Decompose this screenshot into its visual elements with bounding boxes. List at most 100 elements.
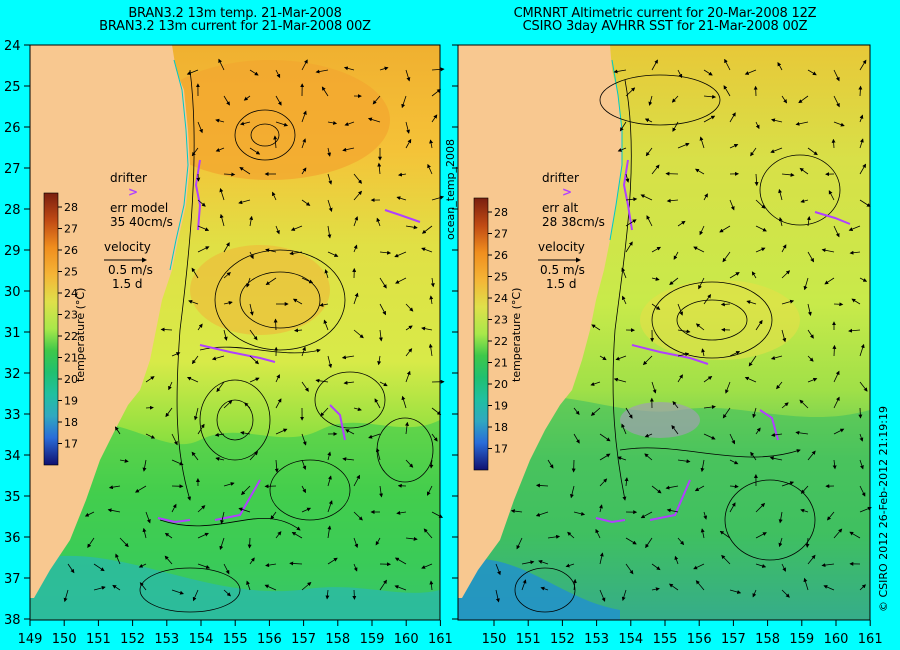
- velocity-vector: [625, 197, 638, 202]
- velocity-vector: [423, 528, 433, 539]
- velocity-vector: [171, 589, 184, 595]
- velocity-vector: [729, 484, 739, 489]
- velocity-vector: [807, 554, 816, 565]
- velocity-vector: [729, 351, 741, 357]
- velocity-vectors: [63, 58, 872, 603]
- left-drifter-36a: [157, 517, 191, 524]
- velocity-vector: [421, 326, 433, 331]
- velocity-vector: [573, 407, 580, 416]
- velocity-vector: [807, 450, 816, 461]
- velocity-vector: [405, 303, 414, 312]
- left-eddy-30: [214, 249, 346, 351]
- velocity-vector: [651, 246, 661, 253]
- velocity-vector: [247, 537, 252, 549]
- velocity-vector: [327, 557, 338, 565]
- velocity-vector: [769, 456, 783, 461]
- drifter-tracks: [157, 159, 851, 524]
- velocity-vector: [567, 531, 575, 539]
- right-coastline: [609, 59, 623, 241]
- velocity-vector: [301, 485, 306, 494]
- velocity-vector: [265, 248, 277, 253]
- velocity-vector: [640, 511, 653, 519]
- velocity-vector: [301, 459, 307, 470]
- velocity-vector: [375, 537, 381, 546]
- velocity-vector: [538, 560, 549, 565]
- colorbar-tick-label: 21: [64, 352, 78, 365]
- velocity-vector: [849, 250, 861, 255]
- left-title-line1: BRAN3.2 13m temp. 21-Mar-2008: [128, 6, 342, 21]
- velocity-vector: [832, 459, 837, 470]
- colorbar-tick-label: 21: [494, 357, 508, 370]
- colorbar-tick-label: 27: [494, 228, 508, 241]
- velocity-vector: [327, 500, 333, 513]
- left-drifter-symbol: >: [128, 185, 138, 199]
- velocity-vector: [521, 560, 535, 565]
- velocity-vector: [171, 433, 178, 446]
- velocity-vector: [720, 302, 731, 307]
- velocity-vector: [289, 251, 303, 256]
- velocity-vector: [807, 303, 812, 316]
- y-axis-label: 33: [4, 408, 21, 423]
- velocity-vector: [665, 485, 679, 490]
- velocity-vector: [651, 59, 658, 71]
- velocity-vector: [800, 485, 809, 494]
- velocity-vector: [828, 190, 835, 201]
- left-legend: drifter > err model 35 40cm/s velocity 0…: [104, 171, 173, 291]
- velocity-vector: [321, 86, 329, 97]
- velocity-vector: [353, 216, 359, 227]
- velocity-vector: [429, 459, 434, 469]
- velocity-vector: [165, 407, 173, 418]
- x-axis-label: 151: [516, 632, 541, 647]
- velocity-vector: [327, 225, 332, 239]
- velocity-vector: [781, 402, 789, 409]
- velocity-vector: [645, 147, 653, 157]
- velocity-vector: [301, 346, 306, 357]
- y-axis-label: 30: [4, 285, 21, 300]
- right-eddy-31-inner: [676, 299, 748, 341]
- y-axis-label: 32: [4, 367, 21, 382]
- velocity-vector: [622, 295, 627, 305]
- velocity-vector: [294, 328, 303, 333]
- velocity-vector: [353, 537, 359, 549]
- velocity-vector: [599, 552, 604, 565]
- right-eac-jet: [612, 79, 632, 501]
- left-land: [30, 45, 190, 598]
- velocity-vector: [755, 563, 767, 568]
- velocity-vector: [750, 147, 757, 157]
- velocity-vector: [729, 502, 736, 513]
- right-panel-title: CMRNRT Altimetric current for 20-Mar-200…: [460, 7, 870, 33]
- velocity-vector: [703, 294, 712, 305]
- velocity-vector: [781, 299, 795, 305]
- x-axis-label: 155: [653, 632, 678, 647]
- velocity-vector: [750, 451, 757, 461]
- y-axis: 24 25 26 27 28 29 30 31 32 33 34 35 36 37 38: [4, 39, 458, 628]
- colorbar-tick-label: 19: [494, 400, 508, 413]
- right-drifter-27: [622, 159, 633, 231]
- velocity-vector: [694, 485, 705, 492]
- velocity-vector: [599, 589, 606, 602]
- velocity-vector: [188, 299, 199, 305]
- velocity-vector: [327, 251, 339, 257]
- velocity-vector: [274, 459, 279, 473]
- velocity-vector: [275, 374, 280, 383]
- left-velocity-duration: 1.5 d: [112, 277, 143, 291]
- velocity-vector: [275, 531, 282, 539]
- velocity-vector: [249, 69, 259, 76]
- velocity-vector: [824, 277, 835, 285]
- velocity-vector: [405, 421, 409, 435]
- y-axis-label: 26: [4, 121, 21, 136]
- velocity-vector: [160, 327, 173, 332]
- velocity-vector: [799, 167, 809, 175]
- velocity-vector: [573, 433, 580, 444]
- velocity-vector: [778, 188, 783, 201]
- left-eddy-30-inner: [239, 271, 321, 329]
- velocity-vector: [807, 69, 817, 76]
- velocity-vector: [427, 485, 433, 496]
- velocity-vector: [729, 459, 739, 465]
- velocity-vector: [191, 147, 199, 157]
- velocity-vector: [642, 355, 653, 366]
- velocity-vector: [197, 225, 210, 231]
- colorbar-tick-label: 23: [494, 314, 508, 327]
- velocity-vector: [394, 251, 407, 258]
